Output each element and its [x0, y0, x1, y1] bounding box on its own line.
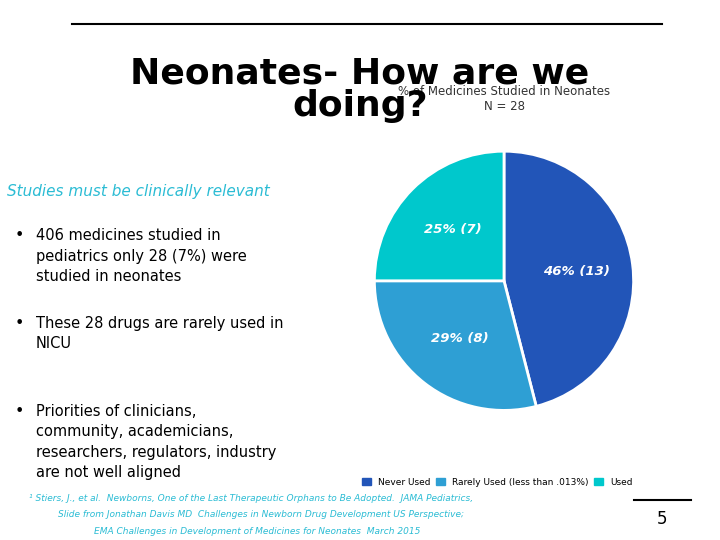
- Wedge shape: [504, 151, 634, 406]
- Text: •: •: [14, 316, 24, 331]
- Text: Priorities of clinicians,
community, academicians,
researchers, regulators, indu: Priorities of clinicians, community, aca…: [36, 404, 276, 480]
- Title: % of Medicines Studied in Neonates
N = 28: % of Medicines Studied in Neonates N = 2…: [398, 85, 610, 113]
- Text: doing?: doing?: [292, 89, 428, 123]
- Text: 29% (8): 29% (8): [431, 332, 488, 345]
- Legend: Never Used, Rarely Used (less than .013%), Used: Never Used, Rarely Used (less than .013%…: [359, 474, 636, 490]
- Text: EMA Challenges in Development of Medicines for Neonates  March 2015: EMA Challenges in Development of Medicin…: [94, 526, 420, 536]
- Text: These 28 drugs are rarely used in
NICU: These 28 drugs are rarely used in NICU: [36, 316, 284, 352]
- Wedge shape: [374, 151, 504, 281]
- Text: 25% (7): 25% (7): [424, 223, 482, 236]
- Text: •: •: [14, 228, 24, 244]
- Text: Studies must be clinically relevant: Studies must be clinically relevant: [7, 185, 270, 199]
- Text: •: •: [14, 404, 24, 418]
- Wedge shape: [374, 281, 536, 410]
- Text: 5: 5: [657, 510, 667, 528]
- Text: 406 medicines studied in
pediatrics only 28 (7%) were
studied in neonates: 406 medicines studied in pediatrics only…: [36, 228, 247, 284]
- Text: Neonates- How are we: Neonates- How are we: [130, 57, 590, 91]
- Text: ¹ Stiers, J., et al.  Newborns, One of the Last Therapeutic Orphans to Be Adopte: ¹ Stiers, J., et al. Newborns, One of th…: [29, 494, 473, 503]
- Text: Slide from Jonathan Davis MD  Challenges in Newborn Drug Development US Perspect: Slide from Jonathan Davis MD Challenges …: [58, 510, 464, 519]
- Text: 46% (13): 46% (13): [543, 265, 609, 278]
